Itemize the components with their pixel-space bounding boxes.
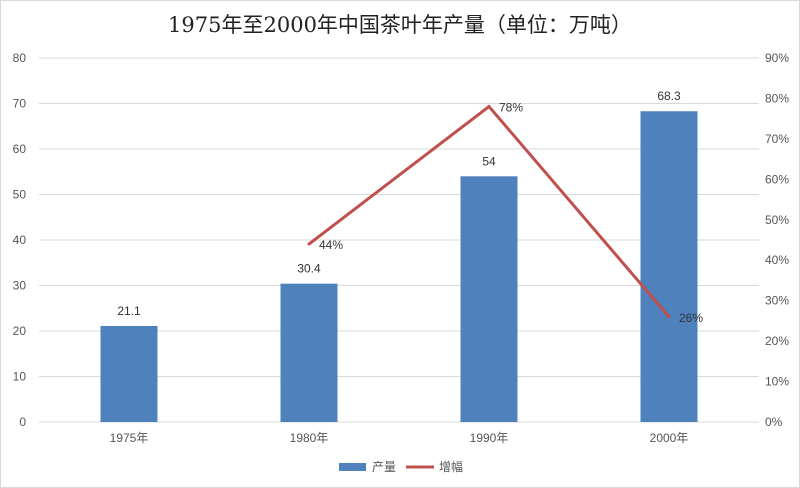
y-left-tick-label: 50 xyxy=(13,188,27,202)
legend-label-line: 增幅 xyxy=(439,459,463,474)
line-data-label: 26% xyxy=(679,311,703,325)
x-tick-label: 1990年 xyxy=(470,431,509,445)
y-right-tick-label: 30% xyxy=(765,294,789,308)
x-tick-label: 1975年 xyxy=(110,431,149,445)
y-right-tick-label: 0% xyxy=(765,415,783,429)
line-data-label: 44% xyxy=(319,238,343,252)
bar-data-label: 54 xyxy=(482,154,496,168)
x-tick-label: 1980年 xyxy=(290,431,329,445)
y-left-tick-label: 0 xyxy=(19,415,26,429)
line-point xyxy=(667,315,671,319)
y-right-tick-label: 20% xyxy=(765,334,789,348)
line-data-label: 78% xyxy=(499,101,523,115)
y-left-tick-label: 10 xyxy=(13,370,27,384)
y-right-tick-label: 70% xyxy=(765,132,789,146)
bar xyxy=(460,176,518,422)
y-right-tick-label: 60% xyxy=(765,172,789,186)
y-left-tick-label: 80 xyxy=(13,51,27,65)
y-right-tick-label: 10% xyxy=(765,375,789,389)
x-tick-label: 2000年 xyxy=(650,431,689,445)
y-left-tick-label: 40 xyxy=(13,233,27,247)
y-right-tick-label: 50% xyxy=(765,213,789,227)
y-right-tick-label: 90% xyxy=(765,51,789,65)
y-left-tick-label: 60 xyxy=(13,142,27,156)
bar xyxy=(640,111,698,423)
y-left-tick-label: 70 xyxy=(13,97,27,111)
bar-data-label: 30.4 xyxy=(297,262,321,276)
chart-title: 1975年至2000年中国茶叶年产量（单位：万吨） xyxy=(168,13,632,37)
legend-label-bar: 产量 xyxy=(372,460,396,474)
y-left-tick-label: 20 xyxy=(13,324,27,338)
y-left-tick-label: 30 xyxy=(13,279,27,293)
bar xyxy=(100,325,158,422)
legend-swatch-bar xyxy=(339,463,366,471)
bar xyxy=(280,283,338,422)
y-right-tick-label: 80% xyxy=(765,91,789,105)
line-point xyxy=(487,105,491,109)
y-right-tick-label: 40% xyxy=(765,253,789,267)
bar-data-label: 68.3 xyxy=(657,89,681,103)
bar-data-label: 21.1 xyxy=(117,304,141,318)
line-point xyxy=(307,242,311,246)
